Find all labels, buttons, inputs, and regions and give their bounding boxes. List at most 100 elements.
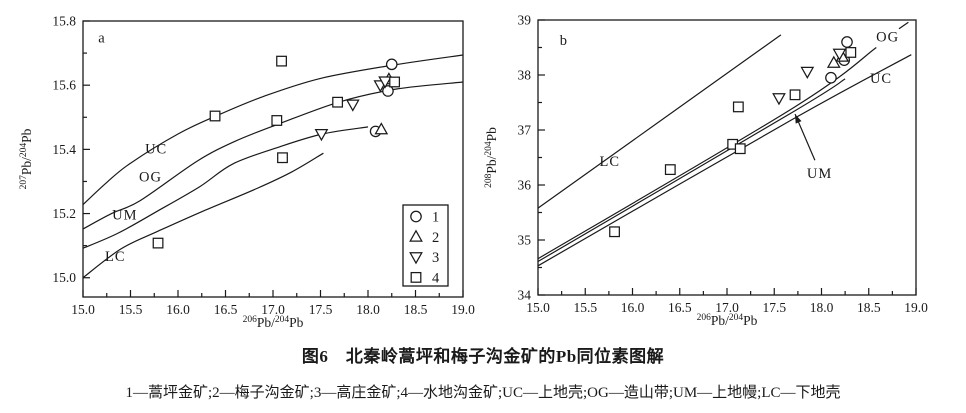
y-axis-title: 208Pb/204Pb xyxy=(484,127,499,188)
x-tick-label: 15.0 xyxy=(526,300,550,315)
curve-UM xyxy=(537,78,846,263)
series-1-circle xyxy=(369,58,398,138)
x-tick-label: 16.5 xyxy=(214,302,238,317)
marker-square xyxy=(734,143,746,155)
x-tick-label: 17.0 xyxy=(715,300,739,315)
axis-tick-labels: 15.0 15.5 16.0 16.5 17.0 17.5 18.0 18.5 19.0 15.0… xyxy=(52,14,475,318)
x-tick-label: 15.5 xyxy=(119,302,143,317)
annotation-um: UM xyxy=(794,113,832,182)
legend-entry-label: 1 xyxy=(432,210,439,226)
curve-label-OG: OG xyxy=(876,30,899,46)
legend: 1 2 3 4 xyxy=(402,204,449,287)
annotation-arrowhead xyxy=(795,114,802,124)
axis-ticks xyxy=(82,20,464,297)
y-tick-label: 35 xyxy=(518,233,532,248)
marker-square xyxy=(664,164,676,176)
x-tick-label: 16.0 xyxy=(621,300,645,315)
curve-OG-extension xyxy=(898,21,909,30)
marker-triangle-down xyxy=(345,99,360,112)
y-tick-label: 37 xyxy=(518,123,532,138)
y-axis-title: 207Pb/204Pb xyxy=(19,128,34,189)
marker-square xyxy=(789,89,801,101)
legend-entry-label: 4 xyxy=(432,270,440,286)
y-tick-label: 15.0 xyxy=(52,270,76,285)
marker-triangle-down xyxy=(378,76,392,89)
figure-footnote: 1—蒿坪金矿;2—梅子沟金矿;3—高庄金矿;4—水地沟金矿;UC—上地壳;OG—… xyxy=(125,385,841,401)
x-tick-label: 16.0 xyxy=(166,302,190,317)
panel-label: a xyxy=(98,31,105,47)
series-4-square xyxy=(609,47,857,238)
curve-label-UM: UM xyxy=(112,208,137,224)
curve-label-OG: OG xyxy=(139,170,162,186)
curve-label-UC: UC xyxy=(870,71,892,87)
reference-curves xyxy=(537,21,912,267)
series-3-triangle-down xyxy=(772,48,847,106)
series-3-triangle-down xyxy=(314,76,392,142)
legend-entry-label: 2 xyxy=(432,230,439,246)
marker-square xyxy=(609,226,620,238)
marker-triangle-down xyxy=(409,252,423,265)
x-tick-label: 19.0 xyxy=(904,300,928,315)
marker-circle xyxy=(825,71,837,84)
marker-triangle-down xyxy=(772,93,786,106)
panel-label: b xyxy=(560,33,567,49)
x-tick-label: 15.5 xyxy=(573,300,597,315)
y-axis-title-group: 208Pb/204Pb xyxy=(484,127,499,188)
marker-triangle-down xyxy=(832,48,847,61)
curve-OG xyxy=(537,47,877,260)
y-tick-label: 15.4 xyxy=(52,142,76,157)
marker-square xyxy=(277,152,288,164)
x-tick-label: 18.5 xyxy=(857,300,881,315)
marker-square xyxy=(271,115,283,126)
marker-square xyxy=(732,101,744,113)
annotation-label: UM xyxy=(807,166,832,182)
y-tick-label: 15.8 xyxy=(52,14,76,29)
x-tick-label: 19.0 xyxy=(451,302,475,317)
x-tick-label: 17.5 xyxy=(309,302,333,317)
y-tick-label: 39 xyxy=(518,13,532,28)
marker-triangle-up xyxy=(374,122,389,135)
curve-LC xyxy=(82,152,324,279)
marker-square xyxy=(389,76,401,88)
marker-circle xyxy=(841,36,853,48)
curve-label-LC: LC xyxy=(105,249,126,265)
curve-UC xyxy=(537,54,912,267)
axis-ticks xyxy=(537,19,917,296)
curve-label-UC: UC xyxy=(145,142,167,158)
marker-square xyxy=(332,96,344,108)
plot-a-207pb-204pb: 15.0 15.5 16.0 16.5 17.0 17.5 18.0 18.5 19.0 15.0… xyxy=(19,14,475,331)
x-axis-title: 206Pb/204Pb xyxy=(243,315,304,330)
marker-circle xyxy=(382,85,394,97)
legend-box xyxy=(402,204,449,287)
y-axis-title-group: 207Pb/204Pb xyxy=(19,128,34,189)
marker-triangle-up xyxy=(826,55,841,68)
figure-caption: 图6 北秦岭蒿坪和梅子沟金矿的Pb同位素图解 xyxy=(301,347,665,366)
x-tick-label: 15.0 xyxy=(71,302,95,317)
y-tick-label: 15.2 xyxy=(52,206,76,221)
axis-tick-labels: 15.0 15.5 16.0 16.5 17.0 17.5 18.0 18.5 19.0 34 35… xyxy=(518,13,929,316)
marker-square xyxy=(209,110,221,122)
y-tick-label: 38 xyxy=(518,68,532,83)
x-tick-label: 16.5 xyxy=(668,300,692,315)
marker-triangle-down xyxy=(800,66,815,79)
marker-square xyxy=(410,271,422,283)
x-tick-label: 18.5 xyxy=(404,302,428,317)
y-tick-label: 34 xyxy=(518,288,532,303)
legend-entry-label: 3 xyxy=(432,250,439,266)
x-axis-title: 206Pb/204Pb xyxy=(697,313,758,328)
marker-triangle-down xyxy=(314,129,329,142)
curve-labels: UC OG UM LC xyxy=(105,142,167,265)
y-tick-label: 15.6 xyxy=(52,78,76,93)
x-tick-label: 18.0 xyxy=(810,300,834,315)
marker-circle xyxy=(410,210,422,223)
marker-square xyxy=(152,237,164,249)
curve-labels: LC OG UC xyxy=(600,30,899,170)
marker-square xyxy=(845,47,857,58)
curve-label-LC: LC xyxy=(600,154,621,170)
x-tick-label: 17.5 xyxy=(762,300,786,315)
y-tick-label: 36 xyxy=(518,178,532,193)
marker-circle xyxy=(385,58,398,71)
curve-LC xyxy=(537,34,782,209)
x-tick-label: 17.0 xyxy=(261,302,285,317)
